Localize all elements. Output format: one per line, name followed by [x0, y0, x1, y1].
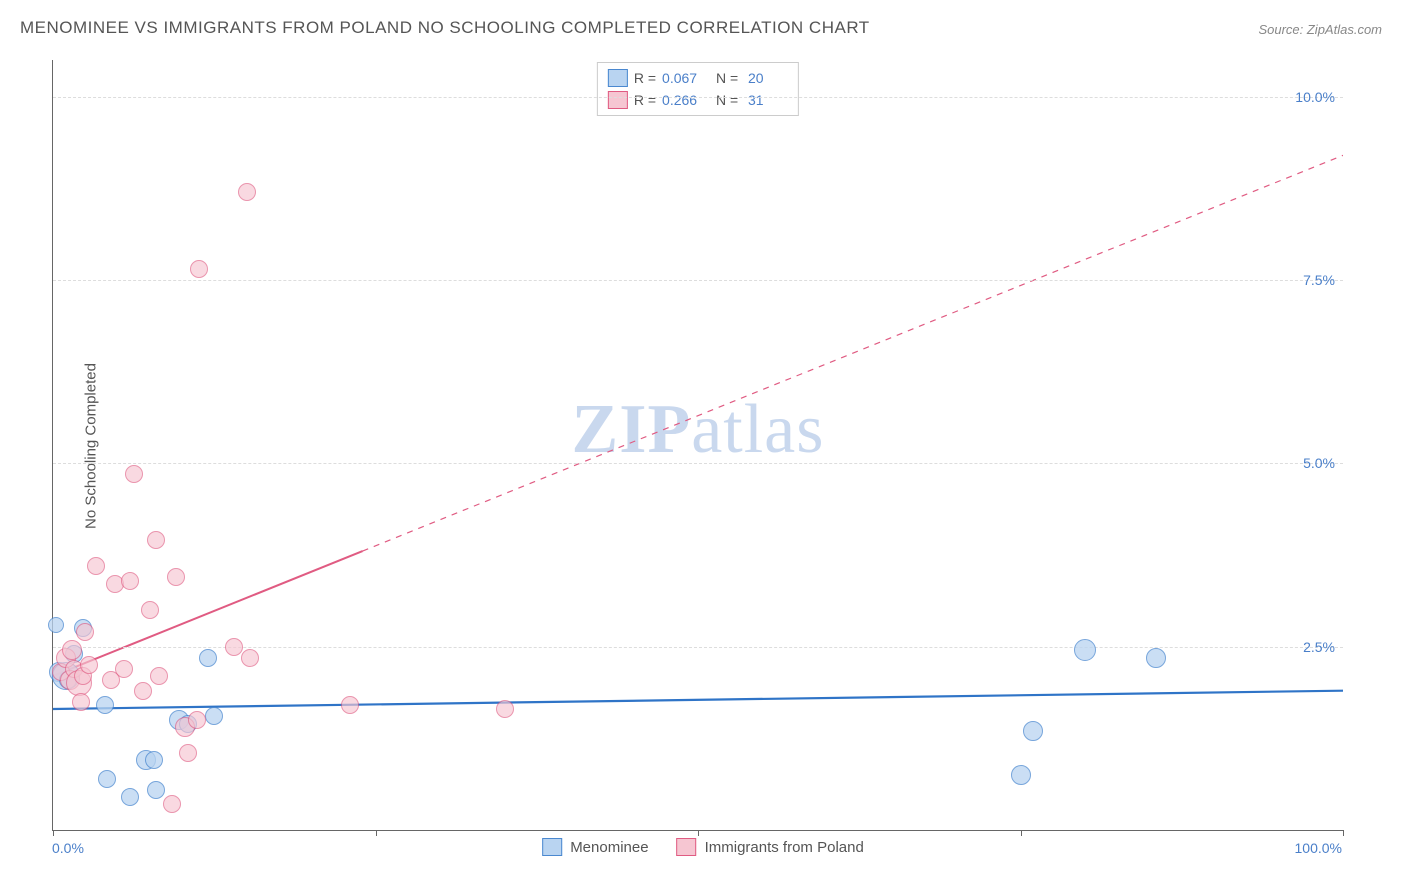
watermark: ZIPatlas	[572, 390, 825, 470]
scatter-point	[96, 696, 114, 714]
scatter-point	[115, 660, 133, 678]
legend-label: Menominee	[570, 839, 648, 856]
scatter-point	[150, 667, 168, 685]
scatter-point	[1023, 721, 1043, 741]
legend-swatch	[542, 838, 562, 856]
y-tick-label: 2.5%	[1303, 639, 1335, 655]
scatter-point	[121, 788, 139, 806]
stat-r-label: R =	[634, 92, 656, 108]
stat-n-value: 31	[744, 92, 788, 108]
stats-row: R = 0.266 N = 31	[608, 89, 788, 111]
scatter-point	[341, 696, 359, 714]
scatter-point	[225, 638, 243, 656]
legend-label: Immigrants from Poland	[705, 839, 864, 856]
gridline	[53, 647, 1343, 648]
gridline	[53, 97, 1343, 98]
scatter-point	[134, 682, 152, 700]
scatter-point	[190, 260, 208, 278]
scatter-point	[179, 744, 197, 762]
gridline	[53, 280, 1343, 281]
chart-title: MENOMINEE VS IMMIGRANTS FROM POLAND NO S…	[20, 18, 870, 38]
legend-swatch	[608, 91, 628, 109]
y-tick-label: 5.0%	[1303, 455, 1335, 471]
trendline-solid	[53, 691, 1343, 709]
scatter-point	[76, 623, 94, 641]
stat-n-label: N =	[712, 70, 738, 86]
scatter-point	[241, 649, 259, 667]
scatter-point	[125, 465, 143, 483]
scatter-point	[496, 700, 514, 718]
x-tick	[376, 830, 377, 836]
trendline-dashed	[363, 155, 1343, 551]
scatter-point	[48, 617, 64, 633]
plot-area: ZIPatlas R =0.067 N = 20R =0.266 N = 31 …	[52, 60, 1343, 831]
scatter-point	[1146, 648, 1166, 668]
scatter-point	[98, 770, 116, 788]
y-tick-label: 10.0%	[1295, 89, 1335, 105]
series-legend: Menominee Immigrants from Poland	[542, 838, 864, 856]
x-tick	[698, 830, 699, 836]
x-axis-min-label: 0.0%	[52, 840, 84, 856]
scatter-point	[121, 572, 139, 590]
scatter-point	[238, 183, 256, 201]
legend-swatch	[608, 69, 628, 87]
stat-r-label: R =	[634, 70, 656, 86]
stat-n-value: 20	[744, 70, 788, 86]
scatter-point	[167, 568, 185, 586]
legend-item: Menominee	[542, 838, 648, 856]
x-axis-max-label: 100.0%	[1295, 840, 1342, 856]
scatter-point	[141, 601, 159, 619]
scatter-point	[163, 795, 181, 813]
gridline	[53, 463, 1343, 464]
x-tick	[53, 830, 54, 836]
x-tick	[1343, 830, 1344, 836]
scatter-point	[205, 707, 223, 725]
source-attribution: Source: ZipAtlas.com	[1258, 22, 1382, 37]
scatter-point	[1074, 639, 1096, 661]
scatter-point	[1011, 765, 1031, 785]
scatter-point	[199, 649, 217, 667]
stat-n-label: N =	[712, 92, 738, 108]
scatter-point	[80, 656, 98, 674]
stat-r-value: 0.067	[662, 70, 706, 86]
stats-row: R = 0.067 N = 20	[608, 67, 788, 89]
legend-item: Immigrants from Poland	[677, 838, 864, 856]
scatter-point	[145, 751, 163, 769]
stats-legend-box: R = 0.067 N = 20 R = 0.266 N = 31	[597, 62, 799, 116]
scatter-point	[72, 693, 90, 711]
scatter-point	[87, 557, 105, 575]
x-tick	[1021, 830, 1022, 836]
scatter-point	[147, 781, 165, 799]
trendlines-svg	[53, 60, 1343, 830]
scatter-point	[188, 711, 206, 729]
stat-r-value: 0.266	[662, 92, 706, 108]
y-tick-label: 7.5%	[1303, 272, 1335, 288]
scatter-point	[62, 640, 82, 660]
legend-swatch	[677, 838, 697, 856]
scatter-point	[147, 531, 165, 549]
